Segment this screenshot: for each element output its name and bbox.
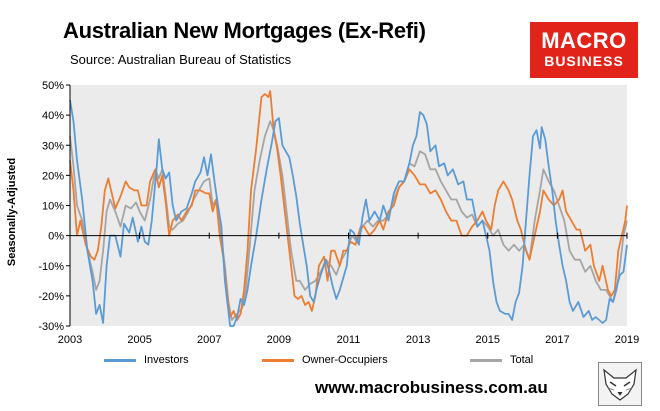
legend-swatch-owner-occupiers <box>262 358 294 362</box>
y-tick-label: 40% <box>42 110 64 122</box>
y-tick-label: 50% <box>42 80 64 92</box>
macrobusiness-logo: MACRO BUSINESS <box>530 22 638 78</box>
legend-label-total: Total <box>510 354 534 366</box>
legend-swatch-investors <box>104 358 136 362</box>
x-tick-label: 2019 <box>615 334 639 346</box>
axis-layer: -30% -20% -10% 0% 10% 20% 30% 40% 50% 2003 2005 200… <box>38 80 639 346</box>
legend-item-investors: Investors <box>104 354 189 366</box>
x-tick-label: 2015 <box>476 334 500 346</box>
legend-item-total: Total <box>470 354 533 366</box>
legend-item-owner-occupiers: Owner-Occupiers <box>262 354 388 366</box>
x-tick-label: 2009 <box>267 334 291 346</box>
x-tick-label: 2017 <box>545 334 569 346</box>
chart-subtitle: Source: Australian Bureau of Statistics <box>70 52 292 67</box>
legend-swatch-total <box>470 358 502 362</box>
y-tick-label: 30% <box>42 140 64 152</box>
x-tick-label: 2003 <box>58 334 82 346</box>
y-tick-label: -20% <box>38 291 64 303</box>
x-tick-label: 2005 <box>127 334 151 346</box>
y-tick-label: 0% <box>48 231 64 243</box>
series-layer <box>69 90 628 327</box>
x-tick-label: 2013 <box>406 334 430 346</box>
series-line-owner-occupiers <box>69 90 628 321</box>
legend-label-owner-occupiers: Owner-Occupiers <box>302 354 388 366</box>
logo-line-1: MACRO <box>541 28 627 53</box>
plot-area <box>70 85 627 326</box>
y-tick-label: 10% <box>42 201 64 213</box>
y-tick-label: -10% <box>38 261 64 273</box>
y-tick-label: -30% <box>38 321 64 333</box>
logo-line-2: BUSINESS <box>544 53 624 69</box>
x-tick-label: 2007 <box>197 334 221 346</box>
legend-label-investors: Investors <box>144 354 189 366</box>
fox-icon <box>598 362 642 406</box>
series-line-investors <box>69 99 628 327</box>
page-title: Australian New Mortgages (Ex-Refi) <box>63 18 426 43</box>
y-tick-label: 20% <box>42 170 64 182</box>
x-tick-label: 2011 <box>337 334 361 346</box>
footer-url: www.macrobusiness.com.au <box>315 378 548 397</box>
